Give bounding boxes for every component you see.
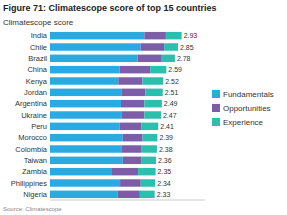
bar-segment [121,100,144,107]
total-label: 2.49 [164,100,178,107]
total-label: 2.47 [163,112,177,119]
category-label: Taiwan [24,156,47,165]
bar-segment [143,77,164,84]
total-label: 2.52 [165,78,179,85]
source-note: Source: Climatescope [3,206,62,212]
category-label: Peru [31,122,47,131]
category-label: Jordan [24,88,47,97]
bar-segment [138,168,156,175]
bar-segment [142,157,156,164]
bar-segment [141,43,164,50]
total-label: 2.33 [157,191,171,198]
legend-label: Experience [223,118,264,127]
category-label: Nigeria [23,190,48,199]
category-label: India [31,31,48,40]
bar-segment [50,179,120,186]
total-label: 2.59 [168,66,182,73]
category-label: China [27,65,47,74]
category-label: Kenya [26,77,48,86]
bar-segment [166,32,182,39]
bar-segment [50,100,121,107]
bar-segment [144,100,162,107]
bar-segment [50,134,123,141]
bar-segment [50,89,122,96]
total-label: 2.36 [158,157,172,164]
total-label: 2.93 [184,32,198,39]
bar-segment [50,157,123,164]
category-label: Chile [30,43,47,52]
category-label: Brazil [28,54,47,63]
bar-segment [120,123,142,130]
bar-segment [122,111,144,118]
bar-segment [141,123,158,130]
legend-label: Fundamentals [223,90,274,99]
bar-segment [140,191,155,198]
bar-segment [120,66,151,73]
category-label: Philippines [11,179,48,188]
bar-segment [50,55,138,62]
legend-label: Opportunities [223,104,271,113]
bar-segment [118,77,142,84]
total-label: 2.85 [180,44,194,51]
legend-swatch [212,118,220,126]
bar-segment [50,43,141,50]
total-label: 2.51 [165,89,179,96]
bar-segment [123,157,142,164]
bar-segment [120,179,141,186]
bar-segment [50,111,122,118]
bar-segment [50,191,117,198]
category-label: Ukraine [21,111,47,120]
title: Figure 71: Climatescope score of top 15 … [3,3,217,13]
total-label: 2.35 [158,168,172,175]
bar-segment [141,179,155,186]
bar-segment [123,134,143,141]
total-label: 2.38 [159,146,173,153]
bar-segment [50,168,112,175]
total-label: 2.78 [177,55,191,62]
bar-segment [117,191,139,198]
category-label: Morocco [18,133,47,142]
bar-segment [161,55,175,62]
bar-segment [142,145,157,152]
bar-segment [143,134,158,141]
axis-label: Climatescope score [3,18,74,27]
bar-segment [50,32,144,39]
bar-segment [164,43,178,50]
legend-swatch [212,90,220,98]
bar-segment [50,66,120,73]
category-label: Argentina [15,99,48,108]
bar-segment [145,89,163,96]
legend: Fundamentals Opportunities Experience [212,90,274,127]
total-label: 2.39 [159,134,173,141]
chart: Figure 71: Climatescope score of top 15 … [0,0,287,215]
x-axis-line [50,200,205,201]
category-label: Zambia [22,167,48,176]
bars [50,32,182,198]
bar-segment [144,32,166,39]
bar-segment [150,66,166,73]
bar-segment [50,145,122,152]
bar-segment [122,89,145,96]
legend-swatch [212,104,220,112]
bar-segment [50,77,118,84]
total-label: 2.34 [157,180,171,187]
bar-segment [144,111,161,118]
bar-segment [138,55,161,62]
bar-segment [122,145,142,152]
category-label: Colombia [15,145,48,154]
bar-segment [50,123,120,130]
total-label: 2.41 [160,123,174,130]
bar-segment [112,168,138,175]
